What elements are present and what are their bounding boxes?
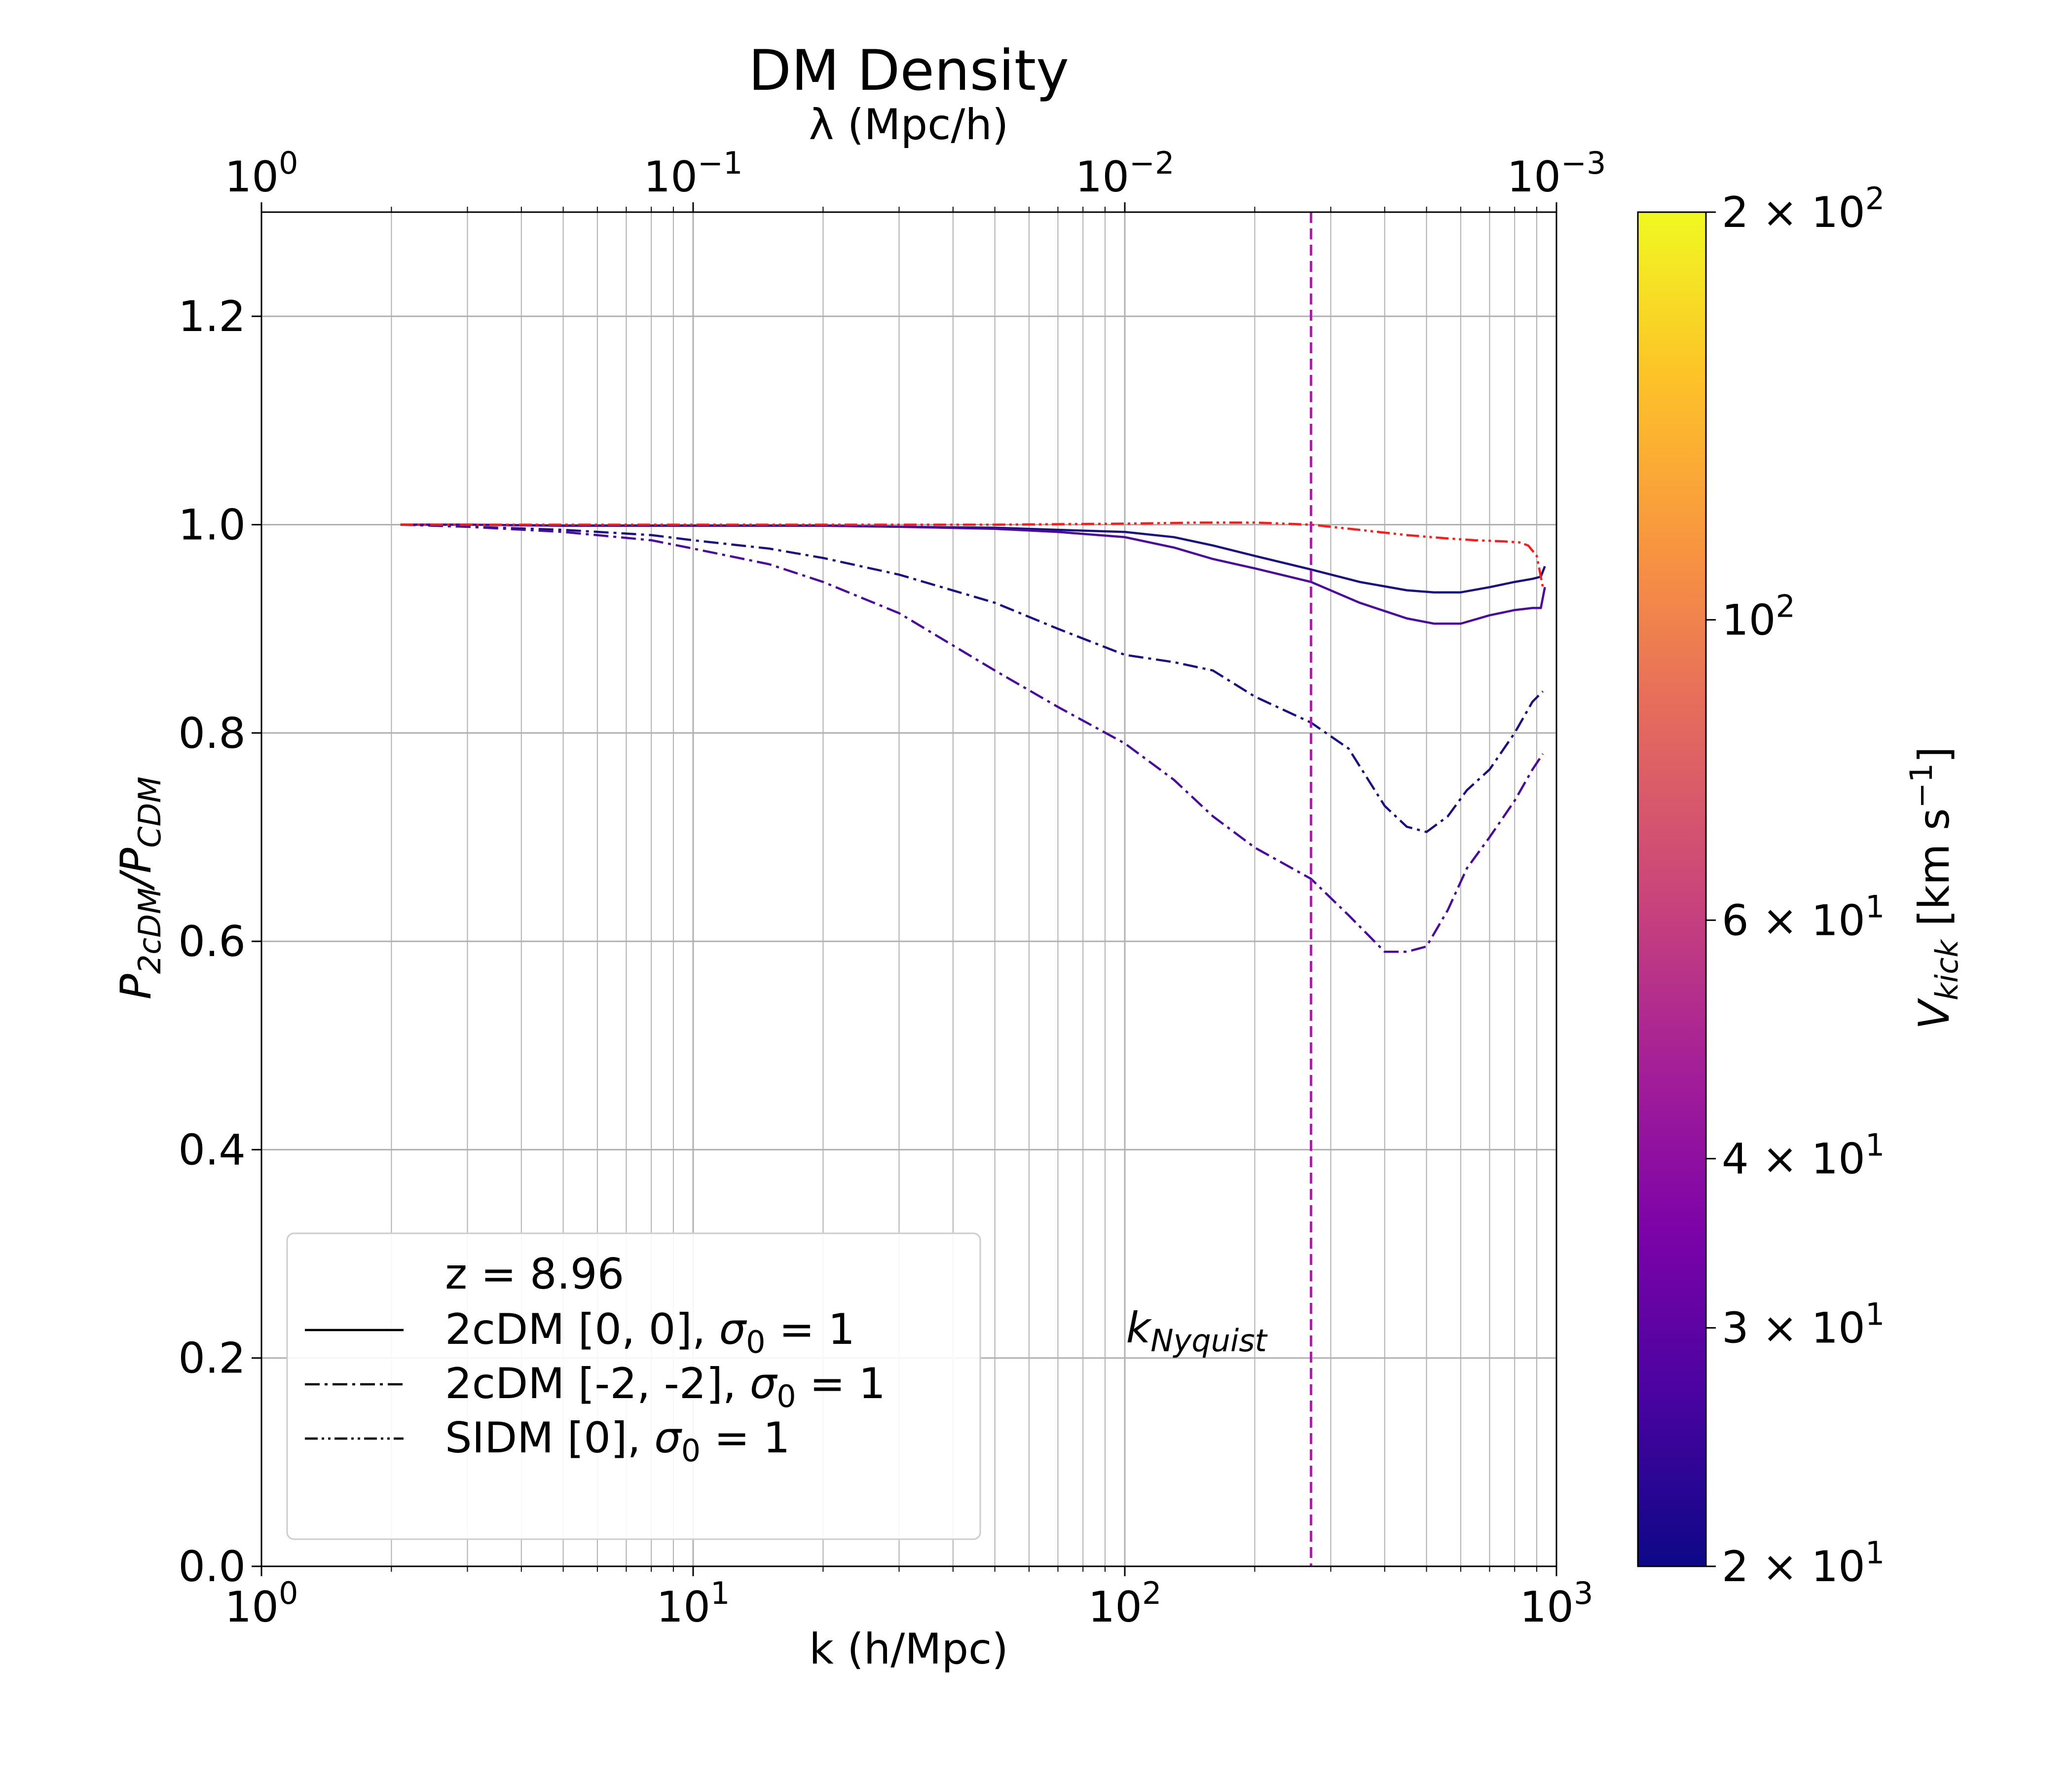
x-tick-label: 101: [657, 1575, 730, 1632]
y-tick-label: 1.0: [178, 500, 246, 550]
colorbar-tick-label: 4 × 101: [1722, 1127, 1885, 1184]
colorbar-frame: [1637, 211, 1707, 1567]
colorbar-tick-label: 2 × 102: [1722, 181, 1885, 237]
top-x-axis-label: λ (Mpc/h): [809, 100, 1009, 149]
colorbar-tick-label: 102: [1722, 588, 1795, 645]
y-tick-label: 1.2: [178, 292, 246, 341]
y-tick-label: 0.6: [178, 917, 246, 966]
x-tick-label: 103: [1520, 1575, 1593, 1632]
series-line-5: [400, 521, 1544, 588]
y-tick-label: 0.8: [178, 709, 246, 758]
legend-header: z = 8.96: [445, 1250, 624, 1299]
colorbar-tick-label: 2 × 101: [1722, 1535, 1885, 1591]
top-x-tick-label: 10−2: [1075, 145, 1175, 202]
colorbar: [1638, 212, 1706, 1566]
y-tick-label: 0.4: [178, 1125, 246, 1175]
legend-entry: 2cDM [0, 0], σ0 = 1: [445, 1305, 855, 1360]
series-layer: [400, 521, 1546, 953]
legend-entry: 2cDM [-2, -2], σ0 = 1: [445, 1359, 886, 1414]
x-tick-label: 100: [225, 1575, 298, 1632]
colorbar-tick-label: 3 × 101: [1722, 1296, 1885, 1353]
y-tick-label: 0.2: [178, 1334, 246, 1383]
y-tick-label: 0.0: [178, 1542, 246, 1591]
colorbar-label: Vkick [km s−1]: [1903, 746, 1965, 1030]
top-x-tick-label: 10−3: [1507, 145, 1606, 202]
nyquist-label: kNyquist: [1126, 1303, 1268, 1359]
series-line-3: [400, 523, 1544, 833]
axis-ticks: 100 101 102 103 100 10−1 10−2 10−3 0.0 0.2 0.4 0.6 0…: [178, 145, 1606, 1632]
plot-frame: [260, 211, 1557, 1567]
top-x-tick-label: 10−1: [644, 145, 743, 202]
series-line-4: [400, 523, 1544, 953]
top-x-tick-label: 100: [225, 145, 298, 202]
colorbar-ticks: 2 × 102 102 6 × 101 4 × 101 3 × 101 2 × 101: [1706, 181, 1885, 1591]
y-axis-label: P2cDM/PCDM: [111, 777, 168, 999]
legend-entry: SIDM [0], σ0 = 1: [445, 1413, 790, 1469]
x-axis-label: k (h/Mpc): [809, 1625, 1008, 1674]
x-tick-label: 102: [1088, 1575, 1162, 1632]
chart-title: DM Density: [748, 38, 1069, 103]
legend-box: [286, 1232, 981, 1540]
colorbar-tick-label: 6 × 101: [1722, 888, 1885, 945]
